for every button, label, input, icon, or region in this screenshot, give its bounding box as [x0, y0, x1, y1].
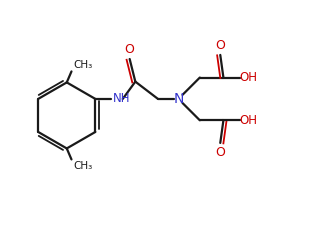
Text: O: O [215, 146, 225, 159]
Text: O: O [215, 39, 225, 52]
Text: N: N [173, 92, 184, 106]
Text: O: O [125, 43, 135, 56]
Text: OH: OH [240, 71, 258, 84]
Text: CH₃: CH₃ [73, 161, 92, 171]
Text: NH: NH [113, 92, 130, 105]
Text: OH: OH [240, 114, 258, 127]
Text: CH₃: CH₃ [73, 60, 92, 70]
